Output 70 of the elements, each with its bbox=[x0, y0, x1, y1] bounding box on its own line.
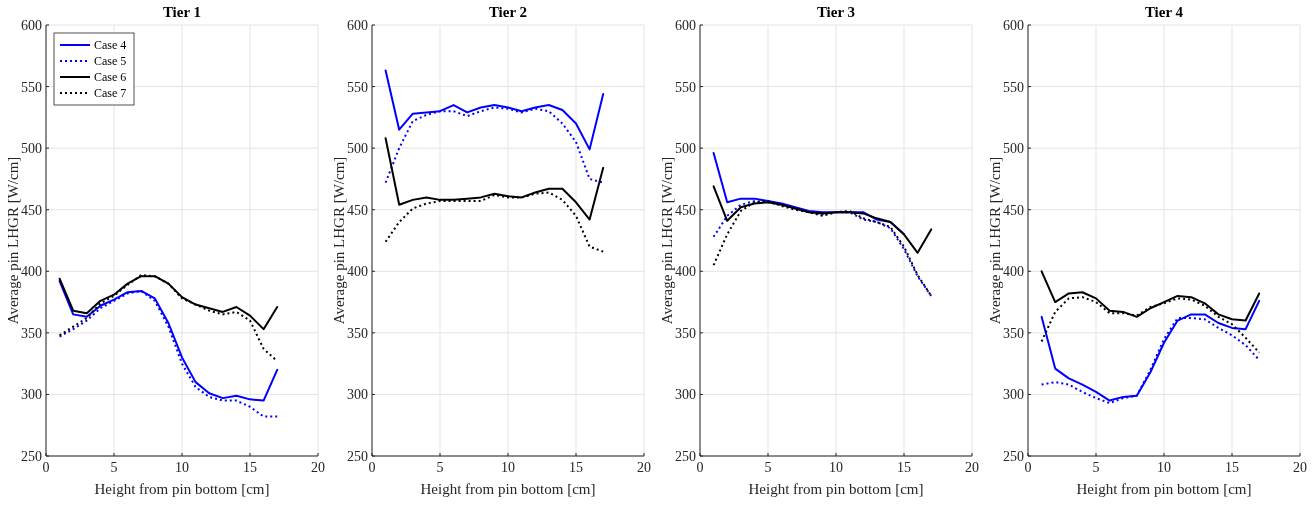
y-tick-label: 600 bbox=[21, 18, 42, 33]
y-tick-label: 400 bbox=[1003, 264, 1024, 280]
y-tick-label: 550 bbox=[675, 79, 696, 95]
x-tick-label: 15 bbox=[569, 460, 583, 475]
y-tick-label: 350 bbox=[675, 325, 696, 341]
legend-label: Case 5 bbox=[94, 54, 127, 68]
x-tick-label: 10 bbox=[829, 460, 843, 475]
y-tick-label: 250 bbox=[21, 449, 42, 464]
x-tick-label: 20 bbox=[1293, 460, 1307, 475]
chart-title: Tier 4 bbox=[1144, 4, 1184, 20]
y-axis-title: Average pin LHGR [W/cm] bbox=[5, 156, 21, 325]
y-tick-label: 450 bbox=[21, 202, 42, 218]
y-tick-label: 250 bbox=[347, 449, 368, 464]
y-tick-label: 550 bbox=[1003, 79, 1024, 95]
y-tick-label: 450 bbox=[675, 202, 696, 218]
chart-title: Tier 3 bbox=[816, 4, 856, 20]
y-axis-title: Average pin LHGR [W/cm] bbox=[331, 156, 347, 325]
x-axis-title: Height from pin bottom [cm] bbox=[94, 481, 270, 497]
y-tick-label: 300 bbox=[21, 387, 42, 403]
x-tick-label: 0 bbox=[696, 460, 704, 475]
y-axis-title: Average pin LHGR [W/cm] bbox=[987, 156, 1003, 325]
x-tick-label: 10 bbox=[1157, 460, 1171, 475]
y-tick-label: 400 bbox=[21, 264, 42, 280]
x-tick-label: 10 bbox=[501, 460, 515, 475]
y-tick-label: 400 bbox=[347, 264, 368, 280]
y-axis-title: Average pin LHGR [W/cm] bbox=[659, 156, 675, 325]
y-tick-label: 300 bbox=[347, 387, 368, 403]
line-series bbox=[1040, 299, 1261, 402]
y-tick-label: 550 bbox=[347, 79, 368, 95]
y-tick-label: 550 bbox=[21, 79, 42, 95]
x-tick-label: 0 bbox=[42, 460, 50, 475]
chart-title: Tier 1 bbox=[162, 4, 202, 20]
y-tick-label: 300 bbox=[1003, 387, 1024, 403]
y-tick-label: 300 bbox=[675, 387, 696, 403]
y-tick-label: 250 bbox=[1003, 449, 1024, 464]
y-tick-label: 400 bbox=[675, 264, 696, 280]
x-tick-label: 15 bbox=[1225, 460, 1239, 475]
y-tick-label: 350 bbox=[347, 325, 368, 341]
x-tick-label: 20 bbox=[311, 460, 325, 475]
y-tick-label: 350 bbox=[1003, 325, 1024, 341]
chart-title: Tier 2 bbox=[488, 4, 528, 20]
x-tick-label: 5 bbox=[764, 460, 772, 475]
x-tick-label: 10 bbox=[175, 460, 189, 475]
x-axis-title: Height from pin bottom [cm] bbox=[1076, 481, 1252, 497]
x-tick-label: 15 bbox=[243, 460, 257, 475]
legend-label: Case 4 bbox=[94, 38, 127, 52]
x-tick-label: 5 bbox=[110, 460, 118, 475]
x-tick-label: 15 bbox=[897, 460, 911, 475]
x-tick-label: 0 bbox=[1024, 460, 1032, 475]
y-tick-label: 350 bbox=[21, 325, 42, 341]
y-tick-label: 500 bbox=[675, 141, 696, 157]
x-axis-title: Height from pin bottom [cm] bbox=[420, 481, 596, 497]
y-tick-label: 250 bbox=[675, 449, 696, 464]
y-tick-label: 600 bbox=[1003, 18, 1024, 33]
y-tick-label: 600 bbox=[347, 18, 368, 33]
y-tick-label: 450 bbox=[347, 202, 368, 218]
y-tick-label: 500 bbox=[21, 141, 42, 157]
legend-label: Case 6 bbox=[94, 70, 127, 84]
x-axis-title: Height from pin bottom [cm] bbox=[748, 481, 924, 497]
y-tick-label: 450 bbox=[1003, 202, 1024, 218]
y-tick-label: 500 bbox=[347, 141, 368, 157]
x-tick-label: 5 bbox=[1092, 460, 1100, 475]
x-tick-label: 20 bbox=[637, 460, 651, 475]
y-tick-label: 600 bbox=[675, 18, 696, 33]
x-tick-label: 5 bbox=[436, 460, 444, 475]
y-tick-label: 500 bbox=[1003, 141, 1024, 157]
x-tick-label: 0 bbox=[368, 460, 376, 475]
line-series bbox=[58, 273, 279, 363]
legend-label: Case 7 bbox=[94, 86, 127, 100]
x-tick-label: 20 bbox=[965, 460, 979, 475]
